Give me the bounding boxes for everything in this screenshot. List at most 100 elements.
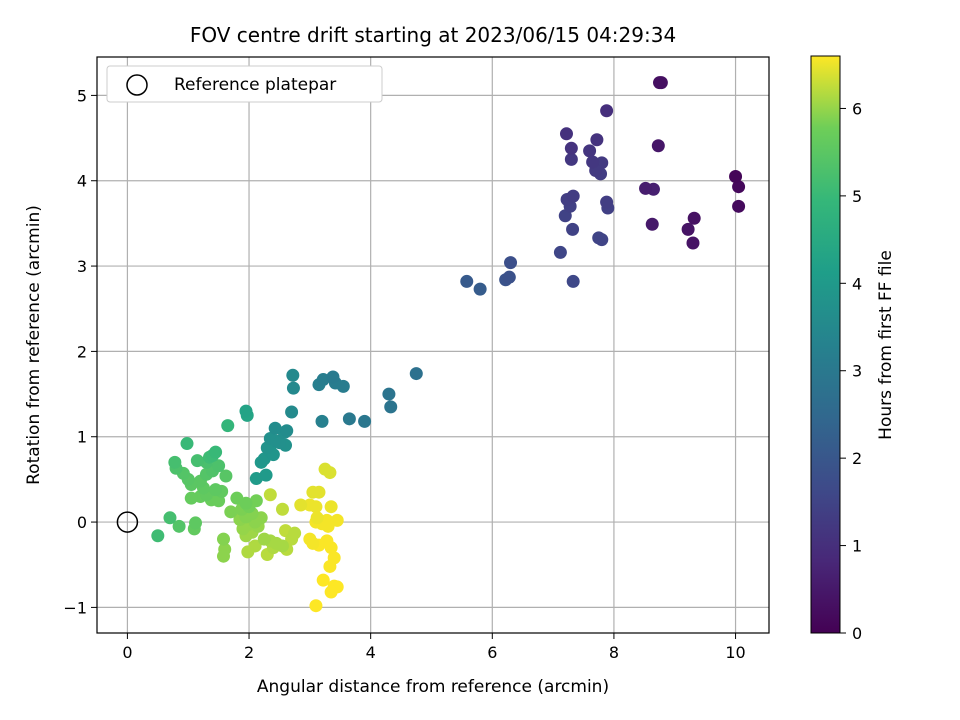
data-point: [212, 459, 226, 473]
data-point: [280, 424, 294, 438]
x-tick-label: 4: [366, 643, 376, 662]
data-point: [316, 373, 330, 387]
data-point: [732, 180, 746, 194]
colorbar-tick-label: 3: [852, 362, 862, 381]
x-tick-label: 8: [609, 643, 619, 662]
data-point: [590, 133, 604, 147]
data-point: [241, 545, 255, 559]
data-point: [566, 274, 580, 288]
data-point: [564, 141, 578, 155]
x-tick-label: 2: [244, 643, 254, 662]
data-point: [219, 469, 233, 483]
colorbar-tick-label: 2: [852, 449, 862, 468]
data-point: [564, 152, 578, 166]
data-point: [595, 233, 609, 247]
data-point: [583, 144, 597, 158]
y-tick-label: 1: [77, 428, 87, 447]
data-point: [321, 519, 335, 533]
y-axis-label: Rotation from reference (arcmin): [24, 205, 44, 485]
data-point: [566, 222, 580, 236]
data-point: [221, 419, 235, 433]
data-point: [651, 139, 665, 153]
data-point: [151, 529, 165, 543]
x-axis-label: Angular distance from reference (arcmin): [257, 677, 609, 697]
data-point: [409, 367, 423, 381]
data-point: [323, 466, 337, 480]
data-point: [324, 541, 338, 555]
data-point: [275, 502, 289, 516]
data-point: [288, 526, 302, 540]
data-point: [566, 189, 580, 203]
data-point: [600, 195, 614, 209]
data-point: [168, 455, 182, 469]
axis-ticks: 0 2 4 6 8 10 −1 0 1 2 3 4 5: [63, 86, 745, 662]
data-point: [316, 573, 330, 587]
data-point: [189, 516, 203, 530]
data-point: [209, 483, 223, 497]
grid: [97, 57, 769, 633]
x-tick-label: 10: [725, 643, 745, 662]
data-point: [323, 559, 337, 573]
data-point: [216, 549, 230, 563]
x-tick-label: 6: [487, 643, 497, 662]
data-point: [358, 414, 372, 428]
colorbar: 0 1 2 3 4 5 6 Hours from first FF file: [810, 55, 896, 643]
data-point: [645, 217, 659, 231]
data-point: [336, 379, 350, 393]
data-point: [309, 599, 323, 613]
data-point: [502, 270, 516, 284]
colorbar-tick-label: 6: [852, 99, 862, 118]
data-point: [163, 511, 177, 525]
data-point: [209, 445, 223, 459]
colorbar-label: Hours from first FF file: [876, 250, 896, 440]
data-point: [460, 274, 474, 288]
data-point: [729, 169, 743, 183]
data-point: [384, 400, 398, 414]
data-point: [239, 496, 253, 510]
data-point: [504, 256, 518, 270]
legend-label: Reference platepar: [174, 75, 336, 95]
data-points: [116, 76, 746, 613]
data-point: [559, 127, 573, 141]
data-point: [259, 468, 273, 482]
y-tick-label: −1: [63, 598, 87, 617]
colorbar-tick-label: 0: [852, 624, 862, 643]
data-point: [653, 76, 667, 90]
data-point: [324, 500, 338, 514]
reference-point: [116, 511, 139, 533]
chart-title: FOV centre drift starting at 2023/06/15 …: [190, 23, 676, 47]
data-point: [473, 282, 487, 296]
colorbar-ticks: 0 1 2 3 4 5 6: [840, 99, 862, 643]
legend-box: [106, 65, 383, 103]
data-point: [681, 222, 695, 236]
data-point: [190, 454, 204, 468]
y-tick-label: 4: [77, 172, 87, 191]
x-tick-label: 0: [122, 643, 132, 662]
y-tick-label: 5: [77, 86, 87, 105]
colorbar-tick-label: 4: [852, 274, 862, 293]
data-point: [224, 505, 238, 519]
data-point: [285, 405, 299, 419]
data-point: [639, 181, 653, 195]
legend: Reference platepar: [106, 65, 383, 103]
y-tick-label: 0: [77, 513, 87, 532]
data-point: [342, 412, 356, 426]
y-tick-label: 3: [77, 257, 87, 276]
data-point: [286, 368, 300, 382]
colorbar-tick-label: 1: [852, 537, 862, 556]
data-point: [184, 491, 198, 505]
data-point: [180, 437, 194, 451]
data-point: [294, 498, 308, 512]
data-point: [324, 585, 338, 599]
data-point: [172, 519, 186, 533]
data-point: [326, 370, 340, 384]
legend-marker: [126, 74, 148, 96]
data-point: [687, 211, 701, 225]
data-point: [286, 381, 300, 395]
data-point: [216, 532, 230, 546]
data-point: [257, 532, 271, 546]
data-point: [686, 236, 700, 250]
data-point: [553, 245, 567, 259]
data-point: [275, 539, 289, 553]
